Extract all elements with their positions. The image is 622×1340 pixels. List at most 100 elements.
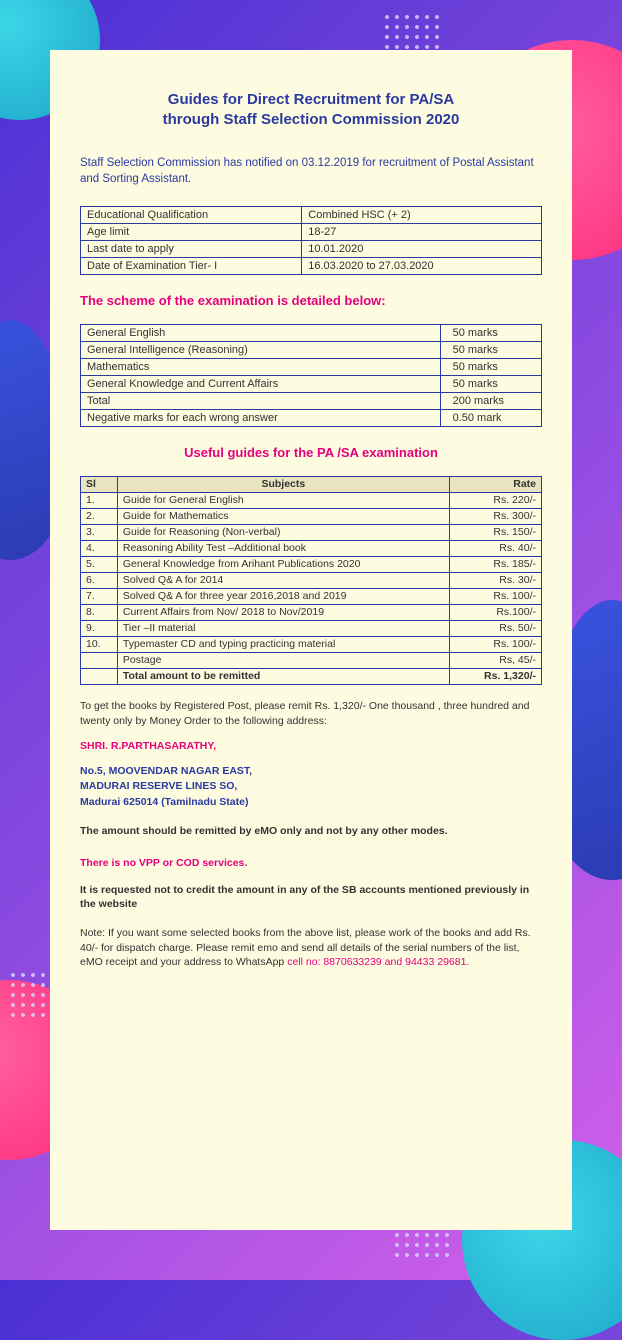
page-title: Guides for Direct Recruitment for PA/SA … xyxy=(80,90,542,131)
guides-cell: 2. xyxy=(81,508,118,524)
guides-cell: 4. xyxy=(81,540,118,556)
guides-row: 2.Guide for MathematicsRs. 300/- xyxy=(81,508,542,524)
guides-cell: Rs. 30/- xyxy=(449,572,541,588)
guides-row: 4.Reasoning Ability Test –Additional boo… xyxy=(81,540,542,556)
guides-row: 8.Current Affairs from Nov/ 2018 to Nov/… xyxy=(81,604,542,620)
guides-cell: General Knowledge from Arihant Publicati… xyxy=(117,556,449,572)
intro-text: Staff Selection Commission has notified … xyxy=(80,155,542,188)
guides-cell: Rs. 50/- xyxy=(449,620,541,636)
info-cell: Last date to apply xyxy=(81,240,302,257)
guides-cell: Solved Q& A for three year 2016,2018 and… xyxy=(117,588,449,604)
document-card: Guides for Direct Recruitment for PA/SA … xyxy=(50,50,572,1230)
guides-cell: Solved Q& A for 2014 xyxy=(117,572,449,588)
scheme-cell: 50 marks xyxy=(440,358,541,375)
scheme-table: General English50 marksGeneral Intellige… xyxy=(80,324,542,427)
info-cell: Date of Examination Tier- I xyxy=(81,257,302,274)
guides-cell: Rs.100/- xyxy=(449,604,541,620)
emo-note: The amount should be remitted by eMO onl… xyxy=(80,824,542,839)
address-line-2: MADURAI RESERVE LINES SO, xyxy=(80,780,237,792)
guides-row: 5.General Knowledge from Arihant Publica… xyxy=(81,556,542,572)
guides-cell: Rs. 220/- xyxy=(449,492,541,508)
address-name: SHRI. R.PARTHASARATHY, xyxy=(80,740,542,752)
guides-header: Rate xyxy=(449,476,541,492)
guides-row: 1.Guide for General EnglishRs. 220/- xyxy=(81,492,542,508)
scheme-cell: General Knowledge and Current Affairs xyxy=(81,375,441,392)
info-row: Last date to apply10.01.2020 xyxy=(81,240,542,257)
scheme-cell: 50 marks xyxy=(440,341,541,358)
guides-row: 3.Guide for Reasoning (Non-verbal)Rs. 15… xyxy=(81,524,542,540)
scheme-cell: Total xyxy=(81,392,441,409)
final-note: Note: If you want some selected books fr… xyxy=(80,926,542,970)
info-cell: Combined HSC (+ 2) xyxy=(302,206,542,223)
guides-total-cell: Rs. 1,320/- xyxy=(449,668,541,684)
guides-cell: Rs. 40/- xyxy=(449,540,541,556)
guides-cell: 7. xyxy=(81,588,118,604)
info-row: Educational QualificationCombined HSC (+… xyxy=(81,206,542,223)
scheme-row: General Knowledge and Current Affairs50 … xyxy=(81,375,542,392)
info-cell: 10.01.2020 xyxy=(302,240,542,257)
guides-cell: 3. xyxy=(81,524,118,540)
guides-cell: Tier –II material xyxy=(117,620,449,636)
guides-cell: Rs. 150/- xyxy=(449,524,541,540)
title-line-2: through Staff Selection Commission 2020 xyxy=(163,111,460,128)
guides-row: 10.Typemaster CD and typing practicing m… xyxy=(81,636,542,652)
scheme-cell: 200 marks xyxy=(440,392,541,409)
guides-heading: Useful guides for the PA /SA examination xyxy=(80,445,542,460)
post-instruction: To get the books by Registered Post, ple… xyxy=(80,699,542,728)
guides-cell: Rs, 45/- xyxy=(449,652,541,668)
guides-header: Subjects xyxy=(117,476,449,492)
guides-row: 9.Tier –II materialRs. 50/- xyxy=(81,620,542,636)
info-table: Educational QualificationCombined HSC (+… xyxy=(80,206,542,275)
info-cell: Age limit xyxy=(81,223,302,240)
scheme-cell: 50 marks xyxy=(440,324,541,341)
guides-cell: Guide for Reasoning (Non-verbal) xyxy=(117,524,449,540)
guides-header: Sl xyxy=(81,476,118,492)
guides-cell: Rs. 185/- xyxy=(449,556,541,572)
info-row: Date of Examination Tier- I16.03.2020 to… xyxy=(81,257,542,274)
address-block: No.5, MOOVENDAR NAGAR EAST, MADURAI RESE… xyxy=(80,764,542,810)
scheme-cell: General English xyxy=(81,324,441,341)
guides-row: 7.Solved Q& A for three year 2016,2018 a… xyxy=(81,588,542,604)
info-cell: 18-27 xyxy=(302,223,542,240)
guides-cell: 8. xyxy=(81,604,118,620)
scheme-row: Negative marks for each wrong answer0.50… xyxy=(81,409,542,426)
scheme-cell: 50 marks xyxy=(440,375,541,392)
guides-cell: Rs. 100/- xyxy=(449,588,541,604)
guides-cell: 10. xyxy=(81,636,118,652)
scheme-row: General Intelligence (Reasoning)50 marks xyxy=(81,341,542,358)
vpp-note: There is no VPP or COD services. xyxy=(80,857,542,869)
guides-cell: Typemaster CD and typing practicing mate… xyxy=(117,636,449,652)
guides-row: 6.Solved Q& A for 2014Rs. 30/- xyxy=(81,572,542,588)
guides-cell: Current Affairs from Nov/ 2018 to Nov/20… xyxy=(117,604,449,620)
guides-cell: 9. xyxy=(81,620,118,636)
sb-note: It is requested not to credit the amount… xyxy=(80,883,542,912)
guides-cell: Guide for Mathematics xyxy=(117,508,449,524)
address-line-1: No.5, MOOVENDAR NAGAR EAST, xyxy=(80,765,252,777)
guides-cell: Reasoning Ability Test –Additional book xyxy=(117,540,449,556)
guides-table: SlSubjectsRate 1.Guide for General Engli… xyxy=(80,476,542,685)
scheme-row: Mathematics50 marks xyxy=(81,358,542,375)
guides-total-cell xyxy=(81,668,118,684)
scheme-row: General English50 marks xyxy=(81,324,542,341)
guides-cell: 1. xyxy=(81,492,118,508)
info-row: Age limit18-27 xyxy=(81,223,542,240)
guides-cell: 5. xyxy=(81,556,118,572)
scheme-row: Total200 marks xyxy=(81,392,542,409)
address-line-3: Madurai 625014 (Tamilnadu State) xyxy=(80,796,248,808)
scheme-cell: Negative marks for each wrong answer xyxy=(81,409,441,426)
guides-total-cell: Total amount to be remitted xyxy=(117,668,449,684)
info-cell: Educational Qualification xyxy=(81,206,302,223)
scheme-cell: Mathematics xyxy=(81,358,441,375)
scheme-heading: The scheme of the examination is detaile… xyxy=(80,293,542,308)
title-line-1: Guides for Direct Recruitment for PA/SA xyxy=(168,91,454,108)
guides-total-row: Total amount to be remittedRs. 1,320/- xyxy=(81,668,542,684)
guides-cell: Rs. 100/- xyxy=(449,636,541,652)
guides-cell: Postage xyxy=(117,652,449,668)
guides-row: PostageRs, 45/- xyxy=(81,652,542,668)
guides-cell: 6. xyxy=(81,572,118,588)
info-cell: 16.03.2020 to 27.03.2020 xyxy=(302,257,542,274)
guides-cell: Guide for General English xyxy=(117,492,449,508)
scheme-cell: 0.50 mark xyxy=(440,409,541,426)
guides-cell: Rs. 300/- xyxy=(449,508,541,524)
scheme-cell: General Intelligence (Reasoning) xyxy=(81,341,441,358)
